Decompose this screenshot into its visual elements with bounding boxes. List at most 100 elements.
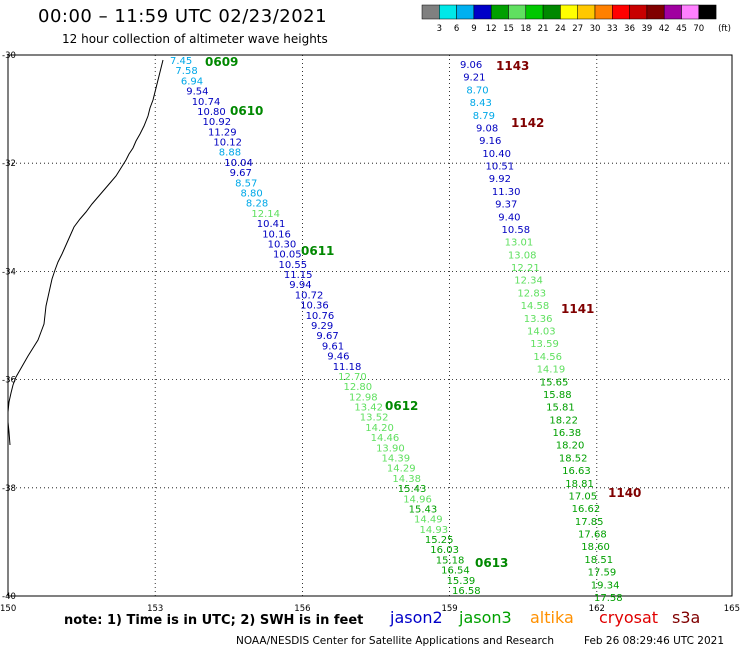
pass-label: 1140 — [608, 486, 641, 500]
legend-swatch — [663, 4, 682, 20]
swh-value: 8.80 — [241, 189, 263, 200]
swh-value: 8.57 — [235, 178, 257, 189]
swh-value: 11.29 — [208, 127, 237, 138]
swh-value: 6.94 — [181, 76, 203, 87]
swh-value: 14.93 — [419, 525, 448, 536]
map-subtitle: 12 hour collection of altimeter wave hei… — [62, 32, 328, 46]
legend-tick-label: 24 — [555, 24, 566, 34]
track-0609-0613: 7.457.586.949.5410.7410.8010.9211.2910.1… — [170, 56, 481, 597]
swh-value: 9.61 — [322, 341, 344, 352]
swh-value: 18.22 — [549, 415, 578, 426]
pass-label: 1142 — [511, 116, 544, 130]
swh-value: 9.67 — [316, 331, 338, 342]
swh-value: 15.81 — [546, 403, 575, 414]
swh-value: 18.60 — [581, 542, 610, 553]
swh-value: 12.70 — [338, 372, 367, 383]
legend-swatch — [439, 4, 457, 20]
swh-value: 17.59 — [588, 568, 617, 579]
swh-value: 9.40 — [498, 212, 520, 223]
legend-tick-label: 18 — [520, 24, 531, 34]
swh-value: 14.58 — [521, 301, 550, 312]
swh-value: 10.80 — [197, 107, 226, 118]
legend-unit: (ft) — [718, 24, 731, 34]
lon-label: 162 — [589, 604, 605, 614]
swh-value: 10.12 — [213, 138, 242, 149]
swh-value: 9.92 — [489, 174, 511, 185]
legend-swatch — [525, 4, 544, 20]
swh-value: 8.43 — [470, 98, 492, 109]
swh-value: 15.43 — [409, 504, 438, 515]
note-text: note: 1) Time is in UTC; 2) SWH is in fe… — [64, 613, 364, 628]
legend-swatch — [698, 4, 717, 20]
swh-value: 15.18 — [436, 555, 465, 566]
legend-tick-label: 3 — [437, 24, 442, 34]
swh-value: 16.03 — [430, 545, 459, 556]
swh-value: 10.16 — [262, 229, 291, 240]
swh-value: 13.59 — [530, 339, 559, 350]
map-frame — [7, 54, 733, 597]
swh-value: 10.76 — [306, 311, 335, 322]
swh-value: 14.20 — [365, 423, 394, 434]
lat-label: -32 — [2, 159, 16, 169]
swh-value: 10.05 — [273, 250, 302, 261]
swh-value: 7.58 — [175, 66, 197, 77]
lon-label: 156 — [294, 604, 310, 614]
satellite-altika: altika — [530, 608, 574, 627]
swh-value: 9.46 — [327, 352, 349, 363]
legend-swatch — [612, 4, 630, 20]
legend-swatch — [594, 4, 613, 20]
legend-swatch — [421, 4, 440, 20]
swh-value: 13.42 — [354, 403, 383, 414]
legend-tick-label: 9 — [471, 24, 476, 34]
swh-value: 15.25 — [425, 535, 454, 546]
swh-value: 15.88 — [543, 390, 572, 401]
credit-timestamp: Feb 26 08:29:46 UTC 2021 — [584, 635, 724, 647]
swh-value: 10.41 — [257, 219, 286, 230]
legend-tick-label: 6 — [454, 24, 459, 34]
swh-value: 17.85 — [575, 517, 604, 528]
swh-value: 14.56 — [533, 352, 562, 363]
swh-value: 9.08 — [476, 123, 498, 134]
swh-value: 17.05 — [568, 491, 597, 502]
legend-swatch — [456, 4, 475, 20]
lon-label: 165 — [724, 604, 740, 614]
pass-labels: 0609 0610 0611 0612 0613 1143 1142 1141 1140 — [205, 55, 641, 570]
pass-label: 0609 — [205, 55, 238, 69]
pass-label: 0610 — [230, 104, 263, 118]
swh-value: 10.36 — [300, 301, 329, 312]
swh-value: 18.51 — [584, 555, 613, 566]
swh-value: 10.55 — [278, 260, 307, 271]
grid-lines — [8, 55, 732, 596]
swh-value: 10.74 — [192, 97, 221, 108]
swh-value: 11.15 — [284, 270, 313, 281]
lat-label: -36 — [2, 376, 16, 386]
lat-label: -34 — [2, 267, 16, 277]
swh-value: 10.72 — [295, 290, 324, 301]
swh-value: 10.51 — [486, 162, 515, 173]
swh-value: 12.14 — [251, 209, 280, 220]
legend-tick-label: 70 — [693, 24, 704, 34]
swh-value: 10.04 — [224, 158, 253, 169]
coastline — [7, 59, 164, 446]
pass-label: 0612 — [385, 399, 418, 413]
legend-tick-label: 30 — [590, 24, 601, 34]
swh-value: 12.98 — [349, 392, 378, 403]
swh-value: 14.39 — [382, 454, 411, 465]
swh-value: 12.21 — [511, 263, 540, 274]
swh-value: 14.49 — [414, 515, 443, 526]
swh-value: 16.58 — [452, 586, 481, 597]
swh-value: 9.94 — [289, 280, 311, 291]
swh-value: 10.30 — [268, 239, 297, 250]
satellite-jason2: jason2 — [390, 608, 443, 627]
swh-value: 15.39 — [447, 576, 476, 587]
swh-value: 10.40 — [482, 149, 511, 160]
swh-value: 15.43 — [398, 484, 427, 495]
satellite-s3a: s3a — [672, 608, 701, 627]
legend-tick-label: 12 — [486, 24, 497, 34]
legend-tick-label: 45 — [676, 24, 687, 34]
swh-value: 9.06 — [460, 60, 482, 71]
legend-tick-label: 21 — [538, 24, 549, 34]
legend-swatch — [646, 4, 665, 20]
swh-value: 10.58 — [501, 225, 530, 236]
